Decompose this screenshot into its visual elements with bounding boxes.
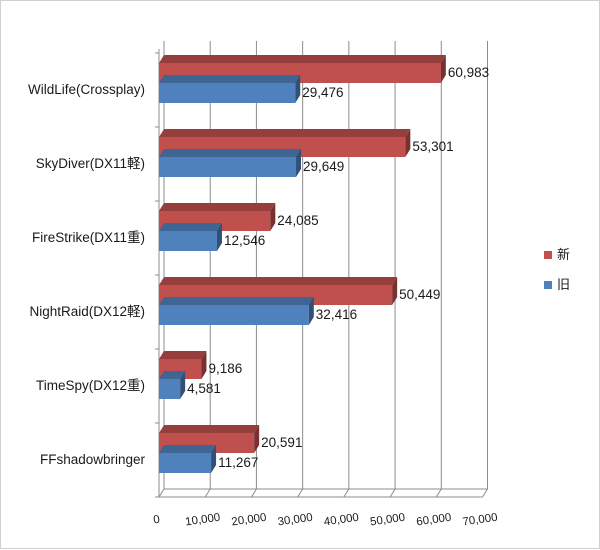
bar-top-1-1 [159, 149, 302, 157]
bar-top-1-0 [159, 75, 301, 83]
floor-gridline-2 [251, 488, 257, 498]
bar-end-1-0 [295, 75, 301, 103]
bar-end-1-1 [296, 149, 302, 177]
bar-end-0-3 [392, 277, 398, 305]
data-label-0-4: 9,186 [208, 361, 242, 376]
data-label-0-1: 53,301 [412, 139, 453, 154]
data-label-0-5: 20,591 [261, 435, 302, 450]
bar-end-1-2 [216, 223, 222, 251]
floor-gridline-6 [435, 488, 442, 498]
bar-top-1-3 [159, 297, 314, 305]
bar-old-2 [159, 231, 217, 251]
tick-label-1: 10,000 [185, 512, 222, 529]
bar-end-1-4 [180, 371, 186, 399]
data-label-1-2: 12,546 [224, 233, 265, 248]
bar-end-0-5 [254, 425, 260, 453]
bar-end-0-2 [270, 203, 276, 231]
data-label-1-5: 11,267 [218, 455, 258, 470]
floor-gridline-4 [343, 488, 350, 498]
bar-old-3 [159, 305, 309, 325]
bar-top-0-0 [159, 55, 446, 63]
bar-top-0-1 [159, 129, 411, 137]
axes [155, 49, 488, 498]
category-label-2: FireStrike(DX11重) [32, 230, 145, 245]
bar-old-0 [159, 83, 296, 103]
floor-gridline-0 [158, 488, 165, 498]
bar-top-0-5 [159, 425, 260, 433]
category-label-0: WildLife(Crossplay) [28, 82, 145, 97]
data-label-1-3: 32,416 [316, 307, 357, 322]
floor-gridline-1 [204, 488, 211, 498]
bar-top-1-4 [159, 371, 186, 379]
data-label-1-1: 29,649 [303, 159, 344, 174]
data-label-0-0: 60,983 [448, 65, 489, 80]
tick-labels: 0 10,000 20,000 30,000 40,000 50,000 60,000 70,… [153, 512, 499, 529]
category-label-1: SkyDiver(DX11軽) [36, 156, 145, 171]
bar-top-0-4 [159, 351, 207, 359]
tick-label-7: 70,000 [462, 512, 499, 529]
bar-top-1-5 [159, 445, 217, 453]
category-label-5: FFshadowbringer [40, 452, 146, 467]
category-label-3: NightRaid(DX12軽) [29, 304, 145, 319]
bar-end-1-3 [308, 297, 314, 325]
bar-old-5 [159, 453, 212, 473]
bar-old-1 [159, 157, 297, 177]
tick-label-2: 20,000 [231, 512, 268, 529]
legend-label-0: 新 [557, 247, 570, 262]
data-label-1-4: 4,581 [187, 381, 221, 396]
legend-swatch-0 [544, 251, 552, 259]
gridlines [158, 41, 488, 498]
tick-label-3: 30,000 [277, 512, 314, 529]
legend: 新旧 [544, 247, 570, 292]
floor-gridline-7 [482, 488, 488, 498]
bar-top-0-3 [159, 277, 398, 285]
data-labels: 60,983 29,476 53,301 29,649 24,085 12,546 50,4… [187, 65, 489, 470]
data-label-0-2: 24,085 [277, 213, 318, 228]
bar-end-1-5 [211, 445, 217, 473]
bar-old-4 [159, 379, 181, 399]
floor-gridline-3 [297, 488, 304, 498]
category-labels: WildLife(Crossplay) SkyDiver(DX11軽) FireSt… [28, 82, 146, 467]
bar-end-0-1 [405, 129, 411, 157]
bar-top-1-2 [159, 223, 222, 231]
data-label-0-3: 50,449 [399, 287, 440, 302]
bar-end-0-0 [440, 55, 446, 83]
legend-swatch-1 [544, 281, 552, 289]
bars [159, 55, 446, 473]
category-label-4: TimeSpy(DX12重) [36, 378, 145, 393]
legend-label-1: 旧 [557, 277, 570, 292]
tick-label-0: 0 [153, 514, 161, 527]
tick-label-6: 60,000 [416, 512, 453, 529]
bar-end-0-4 [201, 351, 207, 379]
data-label-1-0: 29,476 [302, 85, 343, 100]
bar-top-0-2 [159, 203, 276, 211]
tick-label-5: 50,000 [369, 512, 406, 529]
tick-label-4: 40,000 [323, 512, 360, 529]
floor-gridline-5 [389, 488, 396, 498]
